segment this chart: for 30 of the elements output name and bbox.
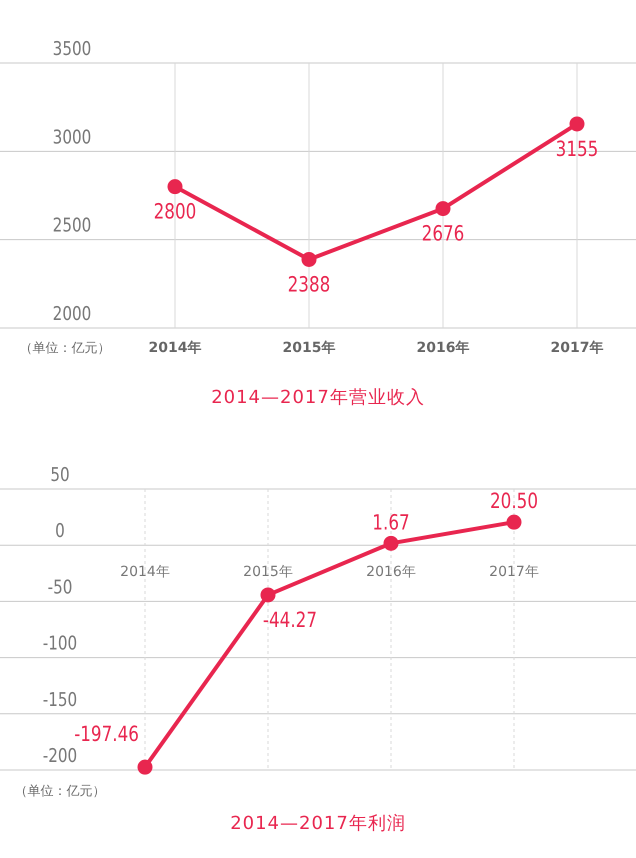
data-label: 2388 <box>288 272 330 297</box>
data-label: 3155 <box>556 137 598 162</box>
x-tick-label: 2015年 <box>282 340 336 356</box>
y-tick-label: 0 <box>55 520 65 543</box>
y-tick-label: 50 <box>50 464 70 487</box>
y-tick-label: 3000 <box>52 126 92 149</box>
text: 1.67 <box>372 510 410 535</box>
y-tick-label: 2000 <box>52 303 92 326</box>
data-label: 2800 <box>154 200 196 224</box>
y-tick-label: -100 <box>42 633 78 656</box>
data-label: 2676 <box>422 222 464 246</box>
x-tick-label: 2014年 <box>120 564 170 580</box>
x-tick-label: 2015年 <box>243 564 293 580</box>
y-tick-label: 3500 <box>52 38 92 61</box>
text: 20.50 <box>490 489 538 514</box>
y-tick-label: 2500 <box>52 215 92 238</box>
x-tick-label: 2016年 <box>416 340 470 356</box>
text: 2014—2017年营业收入 <box>211 387 425 408</box>
x-tick-label: 2017年 <box>489 564 539 580</box>
text: （单位：亿元） <box>20 341 110 356</box>
text: （单位：亿元） <box>14 784 106 799</box>
text: -197.46 <box>74 722 139 747</box>
y-tick-label: -50 <box>48 576 72 599</box>
y-tick-label: -200 <box>42 745 78 768</box>
text: -44.27 <box>262 608 318 632</box>
text: 2014—2017年利润 <box>230 813 406 834</box>
x-tick-label: 2016年 <box>366 564 416 580</box>
y-tick-label: -150 <box>42 689 78 712</box>
x-tick-label: 2017年 <box>550 340 604 356</box>
x-tick-label: 2014年 <box>148 340 202 356</box>
